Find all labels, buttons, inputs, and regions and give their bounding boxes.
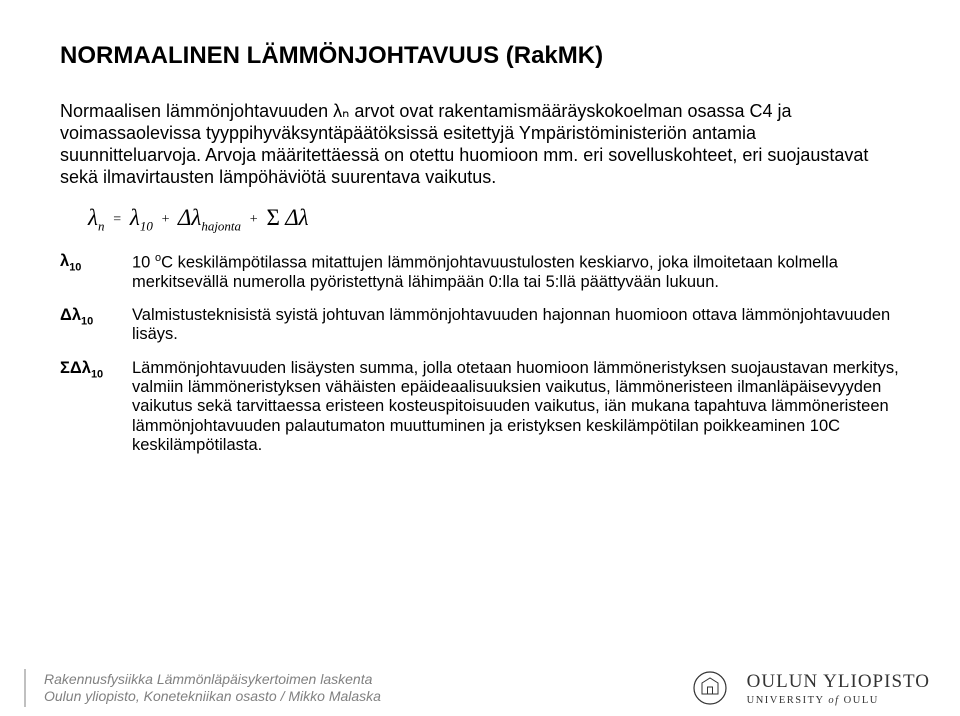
uni-sub-of: of xyxy=(828,695,839,706)
def-sym-sub: 10 xyxy=(81,315,93,327)
intro-paragraph: Normaalisen lämmönjohtavuuden λₙ arvot o… xyxy=(60,100,900,189)
footer-line-2: Oulun yliopisto, Konetekniikan osasto / … xyxy=(44,688,381,705)
def-sym-main: Δλ xyxy=(60,306,81,324)
def-text: 10 oC keskilämpötilassa mitattujen lämmö… xyxy=(132,252,900,292)
formula-t1-sym: λ xyxy=(130,205,140,230)
footer-text: Rakennusfysiikka Lämmönläpäisykertoimen … xyxy=(44,671,381,705)
def-text-post: C keskilämpötilassa mitattujen lämmönjoh… xyxy=(132,254,838,291)
def-symbol: ΣΔλ10 xyxy=(60,359,122,455)
formula-sigma: Σ xyxy=(266,205,279,230)
plus-sign: + xyxy=(159,212,173,227)
def-sym-main: λ xyxy=(60,252,69,270)
uni-sub-2: OULU xyxy=(840,695,879,706)
slide-footer: Rakennusfysiikka Lämmönläpäisykertoimen … xyxy=(0,660,960,716)
plus-sign: + xyxy=(247,212,261,227)
footer-left-wrap: Rakennusfysiikka Lämmönläpäisykertoimen … xyxy=(0,669,381,707)
slide: NORMAALINEN LÄMMÖNJOHTAVUUS (RakMK) Norm… xyxy=(0,0,960,716)
formula-t3-sym: Δλ xyxy=(285,205,308,230)
page-title: NORMAALINEN LÄMMÖNJOHTAVUUS (RakMK) xyxy=(60,42,900,70)
def-text-pre: 10 xyxy=(132,254,155,272)
formula-lhs-sym: λ xyxy=(88,205,98,230)
uni-sub-1: UNIVERSITY xyxy=(747,695,829,706)
university-subtitle: UNIVERSITY of OULU xyxy=(747,695,879,706)
def-symbol: Δλ10 xyxy=(60,306,122,345)
university-branding: OULUN YLIOPISTO UNIVERSITY of OULU xyxy=(747,671,960,706)
university-logo-icon xyxy=(692,670,728,706)
university-name: OULUN YLIOPISTO xyxy=(747,671,930,693)
def-text: Lämmönjohtavuuden lisäysten summa, jolla… xyxy=(132,359,900,455)
equals-sign: = xyxy=(110,212,124,227)
footer-line-1: Rakennusfysiikka Lämmönläpäisykertoimen … xyxy=(44,671,381,688)
formula-lhs-sub: n xyxy=(98,218,105,233)
footer-divider xyxy=(24,669,26,707)
slide-content: NORMAALINEN LÄMMÖNJOHTAVUUS (RakMK) Norm… xyxy=(0,0,960,455)
definitions-list: λ10 10 oC keskilämpötilassa mitattujen l… xyxy=(60,252,900,455)
formula: λn = λ10 + Δλhajonta + Σ Δλ xyxy=(88,205,900,235)
def-symbol: λ10 xyxy=(60,252,122,292)
formula-t1-sub: 10 xyxy=(140,218,153,233)
formula-t2-sub: hajonta xyxy=(201,218,241,233)
def-sym-sub: 10 xyxy=(91,368,103,380)
def-text: Valmistusteknisistä syistä johtuvan lämm… xyxy=(132,306,900,345)
def-sym-main: ΣΔλ xyxy=(60,359,91,377)
formula-t2-sym: Δλ xyxy=(178,205,201,230)
def-sym-sub: 10 xyxy=(69,261,81,273)
